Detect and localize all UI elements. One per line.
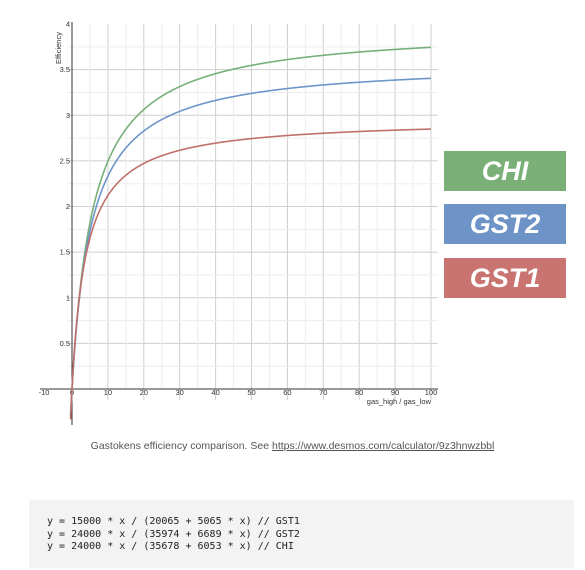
y-axis-label: Efficiency xyxy=(54,32,63,64)
code-line-gst2: y = 24000 * x / (35974 + 6689 * x) // GS… xyxy=(47,528,300,540)
code-line-gst1: y = 15000 * x / (20065 + 5065 * x) // GS… xyxy=(47,516,300,527)
x-tick-label: 40 xyxy=(211,388,219,397)
x-tick-label: 30 xyxy=(176,388,184,397)
code-block: y = 15000 * x / (20065 + 5065 * x) // GS… xyxy=(29,500,574,568)
y-tick-label: 3.5 xyxy=(60,65,70,74)
x-tick-label: 20 xyxy=(140,388,148,397)
legend-chi: CHI xyxy=(444,151,566,191)
series-line-gst2 xyxy=(69,77,432,416)
x-tick-label: 90 xyxy=(391,388,399,397)
series-line-chi xyxy=(69,46,432,416)
y-tick-label: 4 xyxy=(66,20,70,29)
caption-text: Gastokens efficiency comparison. See xyxy=(90,440,272,452)
y-tick-label: 3 xyxy=(66,111,70,120)
efficiency-chart: -10 0 10 20 30 40 50 60 70 80 90 1000.511.522.533.5… xyxy=(39,20,438,425)
y-tick-label: 1.5 xyxy=(60,248,70,257)
figure-caption: Gastokens efficiency comparison. See htt… xyxy=(0,440,585,452)
desmos-link[interactable]: https://www.desmos.com/calculator/9z3hnw… xyxy=(271,440,495,452)
x-tick-label: 10 xyxy=(104,388,112,397)
x-tick-label: 80 xyxy=(355,388,363,397)
x-axis-label: gas_high / gas_low xyxy=(367,397,432,406)
x-tick-label: 70 xyxy=(319,388,327,397)
x-tick-label: 100 xyxy=(425,388,438,397)
legend-gst2: GST2 xyxy=(444,204,566,244)
x-tick-label: 50 xyxy=(247,388,255,397)
y-tick-label: 1 xyxy=(66,293,70,302)
y-tick-label: 2 xyxy=(66,202,70,211)
code-line-chi: y = 24000 * x / (35678 + 6053 * x) // CH… xyxy=(47,541,294,552)
y-tick-label: 2.5 xyxy=(60,156,70,165)
x-tick-label: 60 xyxy=(283,388,291,397)
y-tick-label: 0.5 xyxy=(60,339,70,348)
series-line-gst1 xyxy=(69,128,432,420)
legend-gst1: GST1 xyxy=(444,258,566,298)
x-tick-label: -10 xyxy=(39,388,50,397)
